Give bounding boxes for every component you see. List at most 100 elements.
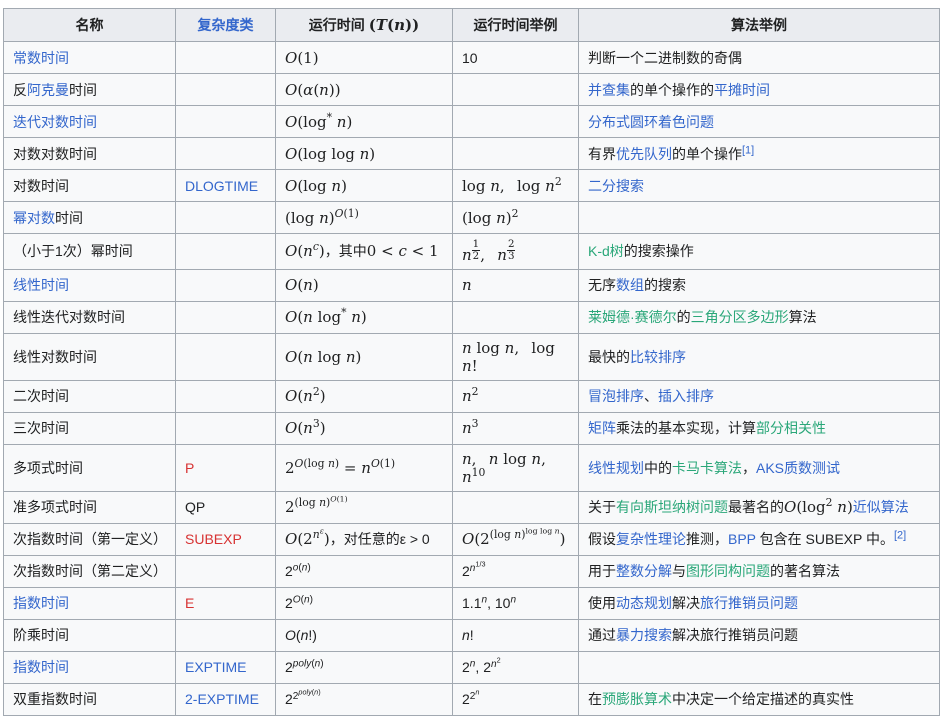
algorithm-cell: 冒泡排序、插入排序: [578, 379, 940, 413]
text: 与: [672, 563, 686, 580]
name-cell: 迭代对数时间: [3, 105, 176, 138]
name-cell: 多项式时间: [3, 443, 176, 492]
wiki-link[interactable]: SUBEXP: [185, 531, 242, 548]
table-row: 线性时间 O(n) n 无序数组的搜索: [3, 268, 940, 302]
text: 反: [13, 81, 27, 98]
col-complexity-class[interactable]: 复杂度类: [175, 8, 276, 42]
time-cell: 2(log n)O(1): [275, 490, 453, 524]
wiki-link[interactable]: 数组: [616, 277, 644, 294]
table-row: 二次时间 O(n2) n2 冒泡排序、插入排序: [3, 379, 940, 413]
math-expression: O(n2): [285, 385, 326, 406]
reference-link[interactable]: [1]: [742, 143, 755, 156]
wiki-link[interactable]: 部分相关性: [756, 420, 826, 437]
wiki-link[interactable]: 比较排序: [630, 348, 686, 365]
wiki-link[interactable]: 预膨胀算术: [602, 691, 672, 708]
math-expression: 0 < c < 1: [366, 242, 439, 261]
wiki-link[interactable]: 插入排序: [658, 388, 714, 405]
text: （小于1次）幂时间: [13, 243, 133, 260]
text: 双重指数时间: [13, 691, 97, 708]
time-cell: 2O(log n) = nO(1): [275, 443, 453, 492]
class-cell: [175, 41, 276, 74]
wiki-link[interactable]: 矩阵: [588, 420, 616, 437]
text: 在: [588, 691, 602, 708]
table-header: 名称 复杂度类 运行时间 (T(n)) 运行时间举例 算法举例: [3, 8, 940, 42]
table-row: 线性对数时间 O(n log n) n log n, log n! 最快的比较排序: [3, 332, 940, 381]
text: 线性对数时间: [13, 348, 97, 365]
text: 关于: [588, 499, 616, 516]
example-cell: [452, 300, 579, 334]
math-expression: n: [462, 276, 472, 295]
wiki-link[interactable]: 线性规划: [588, 459, 644, 476]
wiki-link[interactable]: P: [185, 459, 195, 476]
wiki-link[interactable]: 2-EXPTIME: [185, 691, 259, 708]
class-cell: [175, 379, 276, 413]
wiki-link[interactable]: 分布式圆环着色问题: [588, 113, 714, 130]
wiki-link[interactable]: 线性时间: [13, 277, 69, 294]
name-cell: 对数时间: [3, 169, 176, 202]
name-cell: 准多项式时间: [3, 490, 176, 524]
algorithm-cell: [578, 650, 940, 684]
complexity-table: 名称 复杂度类 运行时间 (T(n)) 运行时间举例 算法举例 常数时间 O(1) 10 判断…: [3, 8, 940, 716]
reference-link[interactable]: [2]: [893, 529, 907, 542]
wiki-link[interactable]: 优先队列: [616, 145, 672, 162]
wiki-link[interactable]: 指数时间: [13, 659, 69, 676]
math-expression: n3: [462, 417, 479, 438]
math-expression: n log n, log n!: [462, 338, 555, 375]
text: ，: [742, 459, 756, 476]
table-row: 次指数时间（第一定义） SUBEXP O(2nε)，对任意的ε > 0 O(2(log…: [3, 522, 940, 556]
wiki-link[interactable]: 幂对数: [13, 209, 55, 226]
wiki-link[interactable]: 三角分区多边形: [690, 309, 789, 326]
table-row: 三次时间 O(n3) n3 矩阵乘法的基本实现，计算部分相关性: [3, 411, 940, 445]
math-expression: O(n): [285, 276, 319, 295]
wiki-link[interactable]: 二分搜索: [588, 177, 644, 194]
wiki-link[interactable]: 近似算法: [852, 499, 909, 516]
algorithm-cell: 假设复杂性理论推测，BPP 包含在 SUBEXP 中。[2]: [578, 522, 940, 556]
text: 推测，: [686, 531, 728, 548]
time-cell: 2poly(n): [275, 650, 453, 684]
wiki-link[interactable]: DLOGTIME: [185, 177, 259, 194]
wiki-link[interactable]: 暴力搜索: [616, 627, 672, 644]
text: 用于: [588, 563, 616, 580]
class-cell: SUBEXP: [175, 522, 276, 556]
wiki-link[interactable]: 复杂性理论: [616, 531, 686, 548]
table-row: 反阿克曼时间 O(α(n)) 并查集的单个操作的平摊时间: [3, 73, 940, 106]
text: 算法举例: [731, 17, 787, 33]
wiki-link[interactable]: K-d树: [588, 243, 624, 260]
wiki-link[interactable]: AKS质数测试: [756, 459, 841, 476]
wiki-link[interactable]: E: [185, 595, 195, 612]
wiki-link[interactable]: 复杂度类: [197, 17, 254, 33]
text: 三次时间: [13, 420, 69, 437]
text: 次指数时间（第一定义）: [13, 531, 167, 548]
wiki-link[interactable]: 旅行推销员问题: [700, 595, 798, 612]
math-expression: O(log2 n): [784, 496, 853, 517]
text: 多项式时间: [13, 459, 83, 476]
wiki-link[interactable]: 冒泡排序: [588, 388, 644, 405]
wiki-link[interactable]: 平摊时间: [714, 81, 770, 98]
wiki-link[interactable]: 迭代对数时间: [13, 113, 97, 130]
wiki-link[interactable]: 阿克曼: [27, 81, 69, 98]
algorithm-cell: K-d树的搜索操作: [578, 233, 940, 270]
wiki-link[interactable]: 有向斯坦纳树问题: [616, 499, 728, 516]
class-cell: [175, 233, 276, 270]
time-cell: O(n log n): [275, 332, 453, 381]
wiki-link[interactable]: 并查集: [588, 81, 630, 98]
wiki-link[interactable]: BPP: [728, 531, 756, 548]
text: 解决: [672, 595, 700, 612]
wiki-link[interactable]: EXPTIME: [185, 659, 247, 676]
math-expression: 1.1n, 10n: [462, 594, 517, 612]
table-row: 幂对数时间 (log n)O(1) (log n)2: [3, 201, 940, 234]
wiki-link[interactable]: 动态规划: [616, 595, 672, 612]
wiki-link[interactable]: 莱姆德·赛德尔: [588, 309, 677, 326]
wiki-link[interactable]: 指数时间: [13, 595, 69, 612]
text: 的: [676, 309, 691, 326]
wiki-link[interactable]: 图形同构问题: [686, 563, 770, 580]
wiki-link[interactable]: 常数时间: [13, 49, 69, 66]
wiki-link[interactable]: 卡马卡算法: [672, 459, 742, 476]
example-cell: log n, log n2: [452, 169, 579, 202]
algorithm-cell: 使用动态规划解决旅行推销员问题: [578, 586, 940, 620]
text: 包含在 SUBEXP 中。: [755, 531, 894, 548]
wiki-link[interactable]: 整数分解: [616, 563, 672, 580]
algorithm-cell: 莱姆德·赛德尔的三角分区多边形算法: [578, 300, 940, 334]
name-cell: （小于1次）幂时间: [3, 233, 176, 270]
